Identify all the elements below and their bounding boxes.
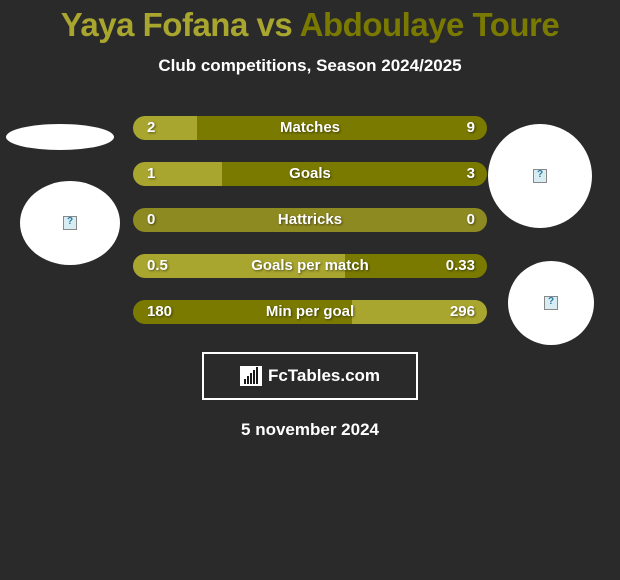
subtitle: Club competitions, Season 2024/2025 [0, 56, 620, 76]
stat-bar-left [133, 162, 222, 186]
stat-bar-row: 13Goals [133, 162, 487, 186]
date-text: 5 november 2024 [0, 420, 620, 440]
branding-text: FcTables.com [268, 366, 380, 386]
stat-bar-row: 180296Min per goal [133, 300, 487, 324]
stat-bar-right [222, 162, 488, 186]
player1-name: Yaya Fofana [61, 6, 248, 43]
player2-name: Abdoulaye Toure [300, 6, 560, 43]
stat-bar-right [197, 116, 487, 140]
vs-text: vs [257, 6, 293, 43]
placeholder-icon [533, 169, 547, 183]
avatar-player2-top [488, 124, 592, 228]
stat-bar-row: 29Matches [133, 116, 487, 140]
stat-bar-left [133, 300, 352, 324]
branding-box: FcTables.com [202, 352, 418, 400]
avatar-player1 [20, 181, 120, 265]
stat-bars-container: 29Matches 13Goals 00Hattricks 0.50.33Goals … [133, 116, 487, 324]
avatar-player2-bottom [508, 261, 594, 345]
avatar-ellipse-top-left [6, 124, 114, 150]
stat-bar-row: 0.50.33Goals per match [133, 254, 487, 278]
brand-logo-icon [240, 366, 262, 386]
stat-bar-left [133, 208, 310, 232]
comparison-title: Yaya Fofana vs Abdoulaye Toure [0, 6, 620, 44]
placeholder-icon [544, 296, 558, 310]
stat-bar-right [352, 300, 487, 324]
stat-bar-left [133, 254, 345, 278]
stat-bar-row: 00Hattricks [133, 208, 487, 232]
stat-bar-right [345, 254, 487, 278]
stat-bar-left [133, 116, 197, 140]
placeholder-icon [63, 216, 77, 230]
stat-bar-right [310, 208, 487, 232]
